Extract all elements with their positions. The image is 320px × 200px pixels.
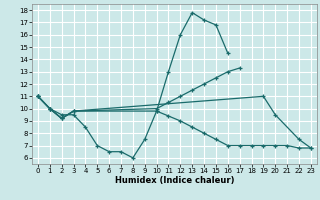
X-axis label: Humidex (Indice chaleur): Humidex (Indice chaleur) bbox=[115, 176, 234, 185]
